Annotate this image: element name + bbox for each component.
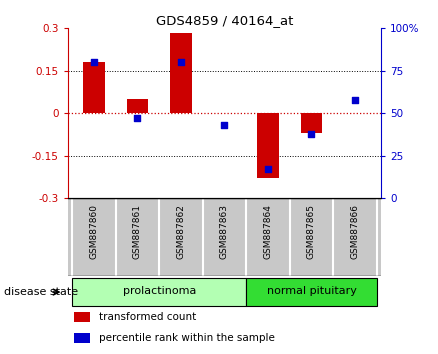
Point (351, 97, 358, 103)
Text: GSM887865: GSM887865 (307, 205, 316, 259)
Point (308, 131, 315, 137)
Bar (83, 62, 105, 113)
Bar (257, 113, 279, 178)
Bar (127, 99, 148, 113)
Text: GSM887864: GSM887864 (264, 205, 272, 259)
Text: transformed count: transformed count (99, 312, 197, 322)
Bar (170, 33, 192, 113)
Text: percentile rank within the sample: percentile rank within the sample (99, 333, 275, 343)
Text: disease state: disease state (4, 287, 78, 297)
Text: GSM887862: GSM887862 (177, 205, 185, 259)
Point (177, 59, 184, 65)
Text: GSM887860: GSM887860 (89, 205, 99, 259)
Bar (72, 278, 246, 306)
Bar (246, 278, 377, 306)
Text: GSM887866: GSM887866 (350, 205, 360, 259)
Point (265, 166, 272, 172)
Point (91, 59, 98, 65)
Bar (74, 333, 90, 343)
Bar (300, 113, 322, 133)
Text: prolactinoma: prolactinoma (123, 286, 196, 296)
Text: normal pituitary: normal pituitary (267, 286, 357, 296)
Text: GSM887861: GSM887861 (133, 205, 142, 259)
Point (134, 115, 141, 121)
Title: GDS4859 / 40164_at: GDS4859 / 40164_at (156, 14, 293, 27)
Bar (74, 312, 90, 322)
Text: GSM887863: GSM887863 (220, 205, 229, 259)
Point (221, 122, 228, 128)
